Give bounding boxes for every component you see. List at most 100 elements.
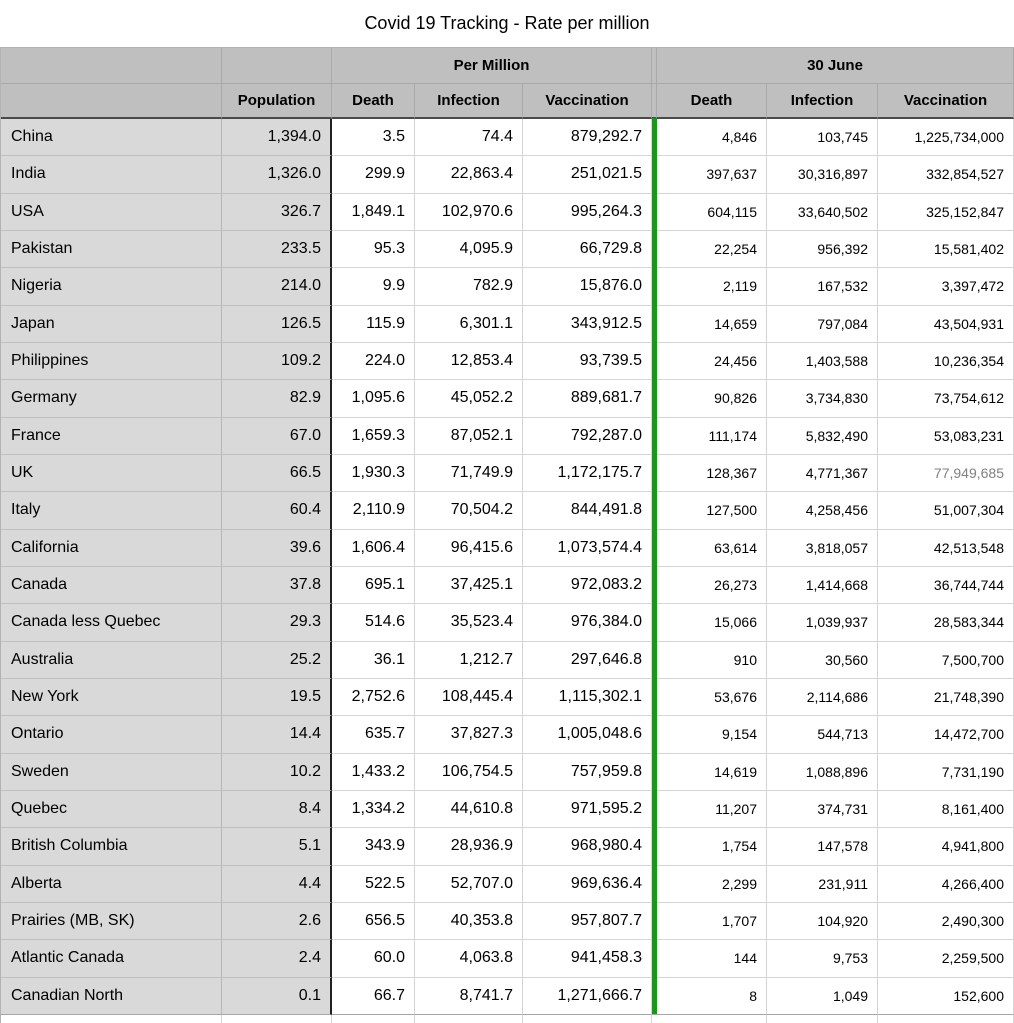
- data-cell[interactable]: 51,007,304: [878, 492, 1014, 530]
- row-label[interactable]: India: [1, 156, 222, 194]
- data-cell[interactable]: 2.6: [222, 902, 332, 941]
- data-cell[interactable]: 67.0: [222, 417, 332, 455]
- data-cell[interactable]: 1,225,734,000: [878, 119, 1014, 157]
- data-cell[interactable]: 0.1: [222, 977, 332, 1015]
- data-cell[interactable]: 15,066: [657, 604, 767, 642]
- data-cell[interactable]: 4,063.8: [415, 940, 523, 978]
- data-cell[interactable]: 695.1: [332, 566, 415, 605]
- data-cell[interactable]: 757,959.8: [523, 753, 652, 791]
- data-cell[interactable]: 792,287.0: [523, 417, 652, 455]
- data-cell[interactable]: 14,472,700: [878, 716, 1014, 754]
- data-cell[interactable]: 8.4: [222, 790, 332, 829]
- row-label[interactable]: Nigeria: [1, 268, 222, 306]
- data-cell[interactable]: 971,595.2: [523, 790, 652, 829]
- data-cell[interactable]: 11,207: [657, 790, 767, 829]
- row-label[interactable]: Canadian North: [1, 977, 222, 1015]
- data-cell[interactable]: 152,600: [878, 977, 1014, 1015]
- data-cell[interactable]: 297,646.8: [523, 641, 652, 679]
- data-cell[interactable]: 941,458.3: [523, 940, 652, 978]
- data-cell[interactable]: 66.5: [222, 454, 332, 493]
- data-cell[interactable]: 144: [657, 940, 767, 978]
- data-cell[interactable]: 126.5: [222, 305, 332, 343]
- data-cell[interactable]: 1,005,048.6: [523, 716, 652, 754]
- data-cell[interactable]: 1,115,302.1: [523, 678, 652, 717]
- data-cell[interactable]: 24,456: [657, 342, 767, 381]
- data-cell[interactable]: 214.0: [222, 268, 332, 306]
- data-cell[interactable]: 1,049: [767, 977, 878, 1015]
- data-cell[interactable]: 40,353.8: [415, 902, 523, 941]
- data-cell[interactable]: 2,752.6: [332, 678, 415, 717]
- row-label[interactable]: British Columbia: [1, 828, 222, 866]
- data-cell[interactable]: 42,513,548: [878, 529, 1014, 567]
- data-cell[interactable]: 66.7: [332, 977, 415, 1015]
- data-cell[interactable]: 25.2: [222, 641, 332, 679]
- data-cell[interactable]: 77,949,685: [878, 454, 1014, 493]
- data-cell[interactable]: 968,980.4: [523, 828, 652, 866]
- data-cell[interactable]: 1,394.0: [222, 119, 332, 157]
- data-cell[interactable]: 167,532: [767, 268, 878, 306]
- data-cell[interactable]: 995,264.3: [523, 193, 652, 231]
- data-cell[interactable]: 604,115: [657, 193, 767, 231]
- data-cell[interactable]: 3,818,057: [767, 529, 878, 567]
- data-cell[interactable]: 26,273: [657, 566, 767, 605]
- data-cell[interactable]: 30,560: [767, 641, 878, 679]
- data-cell[interactable]: 3,734,830: [767, 380, 878, 418]
- data-cell[interactable]: 95.3: [332, 230, 415, 269]
- data-cell[interactable]: 233.5: [222, 230, 332, 269]
- data-cell[interactable]: 299.9: [332, 156, 415, 194]
- row-label[interactable]: New York: [1, 678, 222, 717]
- data-cell[interactable]: 3.5: [332, 119, 415, 157]
- data-cell[interactable]: 332,854,527: [878, 156, 1014, 194]
- row-label[interactable]: USA: [1, 193, 222, 231]
- data-cell[interactable]: 325,152,847: [878, 193, 1014, 231]
- data-cell[interactable]: 39.6: [222, 529, 332, 567]
- data-cell[interactable]: 1,930.3: [332, 454, 415, 493]
- data-cell[interactable]: 35,523.4: [415, 604, 523, 642]
- data-cell[interactable]: 109.2: [222, 342, 332, 381]
- data-cell[interactable]: 8,161,400: [878, 790, 1014, 829]
- data-cell[interactable]: 43,504,931: [878, 305, 1014, 343]
- row-label[interactable]: France: [1, 417, 222, 455]
- row-label[interactable]: UK: [1, 454, 222, 493]
- data-cell[interactable]: 656.5: [332, 902, 415, 941]
- data-cell[interactable]: 96,415.6: [415, 529, 523, 567]
- data-cell[interactable]: 224.0: [332, 342, 415, 381]
- data-cell[interactable]: 1,073,574.4: [523, 529, 652, 567]
- row-label[interactable]: Canada less Quebec: [1, 604, 222, 642]
- data-cell[interactable]: 9.9: [332, 268, 415, 306]
- data-cell[interactable]: 7,731,190: [878, 753, 1014, 791]
- data-cell[interactable]: 4,258,456: [767, 492, 878, 530]
- data-cell[interactable]: 10,236,354: [878, 342, 1014, 381]
- data-cell[interactable]: 4,941,800: [878, 828, 1014, 866]
- data-cell[interactable]: 397,637: [657, 156, 767, 194]
- data-cell[interactable]: 128,367: [657, 454, 767, 493]
- data-cell[interactable]: 1,659.3: [332, 417, 415, 455]
- data-cell[interactable]: 544,713: [767, 716, 878, 754]
- column-header-30june-death[interactable]: Death: [657, 84, 767, 119]
- data-cell[interactable]: 2,114,686: [767, 678, 878, 717]
- data-cell[interactable]: 1,172,175.7: [523, 454, 652, 493]
- data-cell[interactable]: 910: [657, 641, 767, 679]
- data-cell[interactable]: 3,397,472: [878, 268, 1014, 306]
- data-cell[interactable]: 15,876.0: [523, 268, 652, 306]
- data-cell[interactable]: 30,316,897: [767, 156, 878, 194]
- column-header-30june-infection[interactable]: Infection: [767, 84, 878, 119]
- data-cell[interactable]: 522.5: [332, 865, 415, 903]
- data-cell[interactable]: 231,911: [767, 865, 878, 903]
- data-cell[interactable]: 14,619: [657, 753, 767, 791]
- data-cell[interactable]: 82.9: [222, 380, 332, 418]
- data-cell[interactable]: 956,392: [767, 230, 878, 269]
- row-label[interactable]: Alberta: [1, 865, 222, 903]
- data-cell[interactable]: 4,771,367: [767, 454, 878, 493]
- column-header-30june-vaccination[interactable]: Vaccination: [878, 84, 1014, 119]
- data-cell[interactable]: 12,853.4: [415, 342, 523, 381]
- column-header-pm-death[interactable]: Death: [332, 84, 415, 119]
- data-cell[interactable]: 1,403,588: [767, 342, 878, 381]
- row-label[interactable]: Pakistan: [1, 230, 222, 269]
- data-cell[interactable]: 104,920: [767, 902, 878, 941]
- data-cell[interactable]: 63,614: [657, 529, 767, 567]
- data-cell[interactable]: 7,500,700: [878, 641, 1014, 679]
- data-cell[interactable]: 782.9: [415, 268, 523, 306]
- data-cell[interactable]: 19.5: [222, 678, 332, 717]
- row-label[interactable]: Quebec: [1, 790, 222, 829]
